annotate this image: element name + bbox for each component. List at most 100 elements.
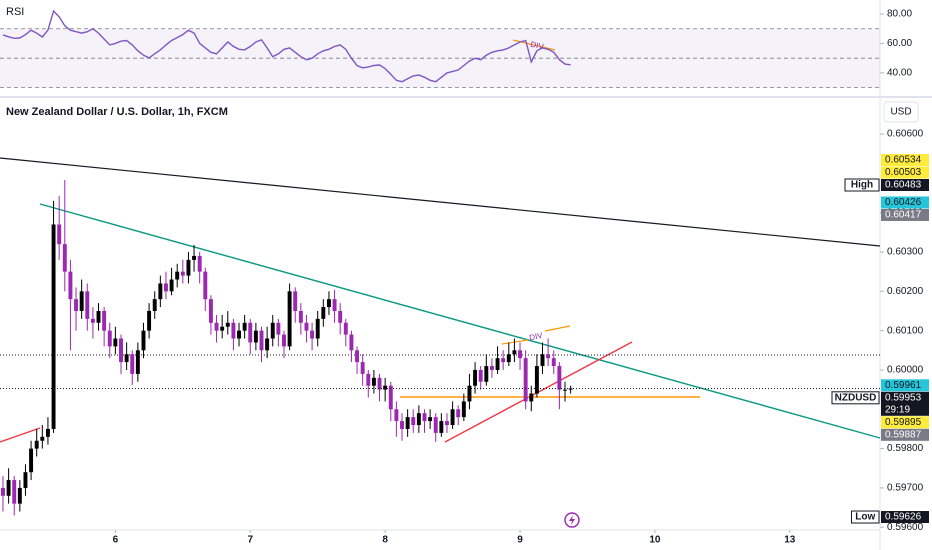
price-tag-name-box <box>851 510 880 524</box>
price-tag <box>881 153 929 166</box>
x-tick-label: 6 <box>113 535 119 546</box>
y-tick-label: 0.59700 <box>887 483 924 494</box>
y-tick-label: 60.00 <box>887 38 912 49</box>
candle-body <box>400 421 404 429</box>
chart-title: New Zealand Dollar / U.S. Dollar, 1h, FX… <box>6 106 228 118</box>
candle-body <box>428 417 433 422</box>
candle-body <box>529 393 534 402</box>
event-bolt <box>569 515 575 525</box>
y-tick-label: 80.00 <box>887 9 912 20</box>
candle-body <box>315 318 320 339</box>
candle-body <box>180 271 185 276</box>
candle-body <box>113 338 118 347</box>
y-tick-label: 0.60000 <box>887 365 924 376</box>
price-tag-name-box <box>844 178 880 192</box>
candle-body <box>6 480 11 496</box>
price-tag-label: 0.59626 <box>885 512 922 523</box>
trend-line <box>0 427 41 443</box>
candle-body <box>119 338 123 363</box>
candle-body <box>124 354 129 363</box>
currency: USD <box>890 107 911 118</box>
y-tick-label: 40.00 <box>887 68 912 79</box>
candle-body <box>79 291 84 311</box>
price-tag-label: 0.60503 <box>885 167 922 178</box>
div-line <box>501 339 529 345</box>
candle-body <box>57 224 62 245</box>
candle-body <box>506 354 511 363</box>
x-tick-label: 10 <box>649 535 661 546</box>
candle-body <box>422 413 427 422</box>
candle-body <box>203 271 208 300</box>
candle-body <box>96 310 101 323</box>
candle-body <box>563 389 567 391</box>
candle-body <box>175 271 180 280</box>
price-tag-name: High <box>851 180 873 191</box>
candle-body <box>467 385 472 402</box>
price-tag-label: 0.60417 <box>885 210 922 221</box>
candle-body <box>130 354 135 374</box>
candle-body <box>416 413 421 426</box>
candle-body <box>568 388 573 390</box>
candle-body <box>225 322 230 327</box>
y-tick-label: 0.60600 <box>887 129 924 140</box>
candle-body <box>141 330 146 351</box>
candle-body <box>473 369 478 386</box>
price-tag-label: 0.59953 <box>885 392 922 403</box>
candle-body <box>349 334 354 351</box>
candle-body <box>338 310 343 323</box>
candle-body <box>231 322 236 339</box>
x-tick-label: 7 <box>247 535 253 546</box>
price-tag-label: 0.60426 <box>885 197 922 208</box>
candle-body <box>495 358 500 370</box>
candle-body <box>68 271 73 300</box>
candle-body <box>478 369 483 382</box>
candle-body <box>253 330 258 343</box>
candle-body <box>383 385 388 390</box>
candle-body <box>40 436 45 441</box>
event-icon[interactable] <box>564 512 580 528</box>
candle-body <box>310 330 315 339</box>
trend-line <box>39 203 881 439</box>
currency-box[interactable] <box>883 101 919 123</box>
rsi-line <box>2 9 571 83</box>
candle-body <box>293 291 298 311</box>
candle-body <box>546 354 551 359</box>
candle-body <box>74 299 79 311</box>
candle-body <box>450 409 455 426</box>
price-tag <box>881 391 929 416</box>
price-tag <box>881 416 929 429</box>
price-tag-label: 0.60483 <box>885 180 922 191</box>
div-line <box>544 325 571 332</box>
price-tag-name-box <box>831 391 880 405</box>
candle-body <box>332 299 337 311</box>
y-tick-label: 0.60100 <box>887 325 924 336</box>
candle-body <box>51 224 56 429</box>
candle-body <box>237 330 241 339</box>
candle-body <box>304 322 309 331</box>
price-tag <box>881 379 929 392</box>
x-tick-label: 13 <box>784 535 796 546</box>
candle-body <box>197 255 202 272</box>
candle-body <box>439 421 444 433</box>
candle-body <box>371 377 376 386</box>
candle-body <box>214 322 219 331</box>
candle-body <box>135 350 140 374</box>
price-tag-label: 0.59887 <box>885 429 922 440</box>
candle-body <box>551 358 556 367</box>
candle-body <box>534 366 539 394</box>
candle-body <box>484 366 489 382</box>
price-tag <box>881 178 929 191</box>
candle-body <box>220 326 225 331</box>
candle-body <box>17 487 22 504</box>
candle-body <box>259 330 264 351</box>
candle-body <box>540 354 545 367</box>
candle-body <box>270 322 275 339</box>
candle-body <box>445 421 449 426</box>
candle-body <box>265 338 270 351</box>
candle-body <box>287 291 292 347</box>
price-tag <box>881 196 929 209</box>
candle-body <box>523 358 528 402</box>
candle-body <box>433 417 438 433</box>
